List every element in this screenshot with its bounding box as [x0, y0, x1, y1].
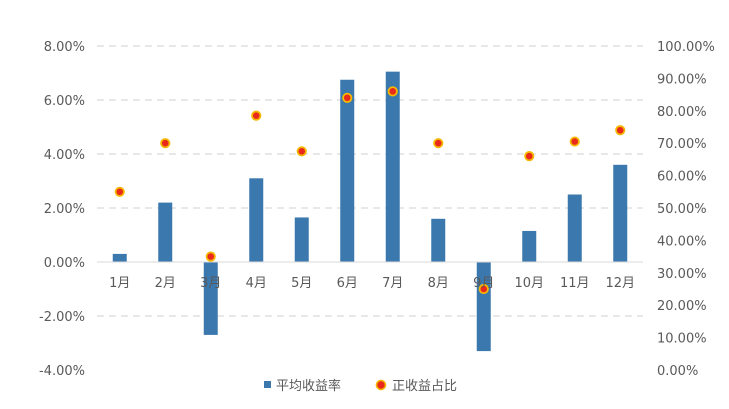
x-tick-label: 12月	[605, 276, 635, 291]
left-tick-label: -2.00%	[39, 310, 85, 325]
bar-9	[476, 262, 491, 352]
right-tick-label: 10.00%	[657, 332, 707, 347]
bar-10	[522, 230, 537, 262]
dot-2	[160, 138, 171, 149]
x-tick-label: 6月	[337, 276, 358, 291]
dot-1	[114, 186, 125, 197]
left-tick-label: 6.00%	[44, 94, 85, 109]
dot-8	[433, 138, 444, 149]
bar-12	[613, 164, 628, 262]
right-tick-label: 40.00%	[657, 234, 707, 249]
bar-5	[294, 217, 309, 262]
legend-bar-swatch	[264, 381, 271, 388]
legend-dot-swatch	[375, 379, 387, 391]
x-tick-label: 1月	[109, 276, 130, 291]
x-tick-labels: 1月 2月 3月 4月 5月 6月 7月 8月 9月 10月 11月 12月	[109, 276, 635, 291]
dot-5	[296, 146, 307, 157]
legend: 平均收益率 正收益占比	[264, 378, 457, 394]
dot-6	[342, 92, 353, 103]
dot-4	[251, 110, 262, 121]
legend-dot-label: 正收益占比	[392, 379, 457, 394]
bar-3	[203, 262, 218, 335]
right-tick-label: 70.00%	[657, 137, 707, 152]
bar-6	[340, 79, 355, 262]
dot-9	[478, 283, 489, 295]
left-y-axis: -4.00% -2.00% 0.00% 2.00% 4.00% 6.00% 8.00%	[39, 40, 85, 379]
right-tick-label: 100.00%	[657, 40, 715, 55]
bar-7	[385, 71, 400, 263]
right-tick-label: 50.00%	[657, 202, 707, 217]
x-tick-label: 10月	[514, 276, 544, 291]
bar-series	[112, 71, 628, 352]
right-y-axis: 0.00% 10.00% 20.00% 30.00% 40.00% 50.00% 60.00…	[657, 40, 715, 379]
bar-2	[158, 202, 173, 262]
gridlines	[97, 45, 643, 317]
x-tick-label: 3月	[200, 276, 221, 291]
bar-11	[567, 194, 582, 262]
left-tick-label: 4.00%	[44, 148, 85, 163]
right-tick-label: 20.00%	[657, 299, 707, 314]
x-tick-label: 2月	[155, 276, 176, 291]
left-tick-label: 8.00%	[44, 40, 85, 55]
x-tick-label: 11月	[560, 276, 590, 291]
x-tick-label: 9月	[473, 276, 494, 291]
right-tick-label: 30.00%	[657, 267, 707, 282]
left-tick-label: 0.00%	[44, 256, 85, 271]
dot-10	[524, 151, 535, 162]
x-tick-label: 4月	[246, 276, 267, 291]
right-tick-label: 80.00%	[657, 105, 707, 120]
legend-bar-label: 平均收益率	[276, 378, 341, 394]
bar-8	[431, 218, 446, 262]
x-tick-label: 8月	[428, 276, 449, 291]
dot-7	[387, 86, 398, 97]
right-tick-label: 90.00%	[657, 72, 707, 87]
x-tick-label: 7月	[382, 276, 403, 291]
scatter-series	[114, 86, 626, 295]
dot-11	[569, 136, 580, 147]
bar-4	[249, 178, 264, 262]
dot-12	[615, 125, 626, 136]
x-tick-label: 5月	[291, 276, 312, 291]
right-tick-label: 60.00%	[657, 170, 707, 185]
left-tick-label: -4.00%	[39, 364, 85, 379]
dot-3	[205, 251, 216, 262]
right-tick-label: 0.00%	[657, 364, 698, 379]
bar-1	[112, 253, 127, 262]
left-tick-label: 2.00%	[44, 202, 85, 217]
